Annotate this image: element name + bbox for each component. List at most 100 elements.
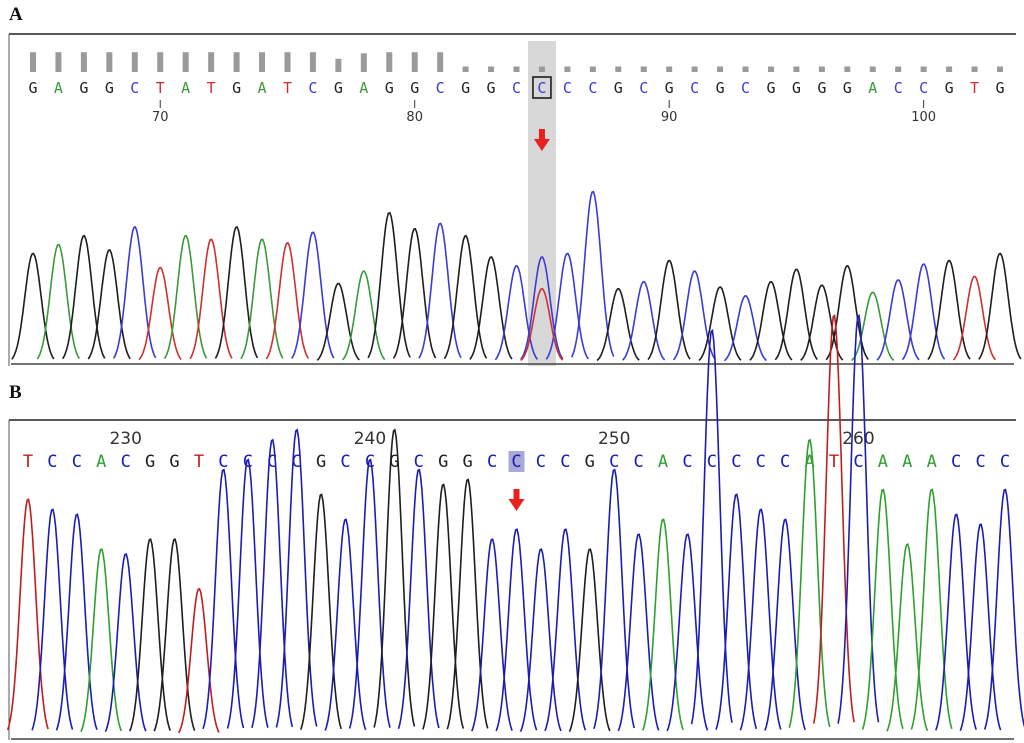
highlight-shade: [508, 451, 525, 472]
base-letter: A: [258, 79, 267, 97]
quality-bar: [233, 52, 240, 72]
trace-peak: [443, 234, 488, 360]
base-letter: C: [511, 452, 521, 472]
trace-peak: [812, 313, 855, 724]
base-letter: G: [316, 452, 326, 472]
quality-bar: [462, 66, 469, 72]
trace-peak: [952, 275, 997, 361]
base-letter: C: [512, 79, 521, 97]
quality-bar: [106, 52, 113, 72]
trace-peak: [367, 211, 411, 359]
trace-peak: [622, 280, 666, 361]
base-letter: C: [536, 452, 546, 472]
trace-peak: [316, 282, 360, 361]
quality-bar: [564, 66, 571, 72]
trace-peak: [690, 328, 733, 725]
quality-bar: [386, 52, 393, 72]
trace-peak: [901, 263, 946, 361]
trace-peak: [876, 279, 920, 361]
quality-bar: [640, 66, 647, 72]
trace-peak: [774, 268, 818, 361]
base-letter: T: [970, 79, 979, 97]
base-letter: A: [658, 452, 668, 472]
position-label: 260: [842, 429, 874, 449]
trace-peak: [11, 252, 55, 360]
base-letter: C: [487, 452, 497, 472]
base-letter: C: [853, 452, 863, 472]
trace-peak: [471, 538, 513, 732]
base-letter: C: [682, 452, 692, 472]
highlight-box: [532, 76, 552, 99]
base-letter: C: [563, 79, 572, 97]
base-letter: C: [919, 79, 928, 97]
quality-bar: [182, 52, 189, 72]
mutation-arrow: [533, 129, 550, 151]
base-letter: G: [334, 79, 343, 97]
mutation-arrow: [508, 489, 525, 511]
base-letter: C: [780, 452, 790, 472]
trace-peak: [935, 513, 977, 731]
base-letter: C: [975, 452, 985, 472]
trace-peak: [788, 438, 831, 728]
base-letter: C: [308, 79, 317, 97]
trace-peak: [570, 190, 615, 358]
base-letter: C: [436, 79, 445, 97]
quality-bar: [793, 66, 800, 72]
base-letter: C: [47, 452, 57, 472]
quality-bar: [131, 52, 138, 72]
position-label: 80: [406, 110, 423, 125]
trace-peak: [617, 533, 660, 732]
trace-peak: [153, 538, 196, 732]
trace-peak: [55, 513, 98, 731]
base-letter: C: [690, 79, 699, 97]
quality-bar: [309, 52, 316, 72]
quality-bar: [946, 66, 953, 72]
base-letter: C: [560, 452, 570, 472]
base-letter: C: [756, 452, 766, 472]
quality-bar: [335, 58, 342, 72]
base-letter: C: [634, 452, 644, 472]
base-letter: C: [243, 452, 253, 472]
trace-peak: [910, 488, 953, 730]
trace-peak: [519, 548, 562, 732]
trace-peak: [978, 252, 1022, 360]
position-label: 100: [911, 110, 936, 125]
trace-peak: [666, 533, 709, 732]
trace-peak: [520, 256, 564, 360]
base-letter: A: [804, 452, 814, 472]
trace-peak: [341, 270, 386, 361]
position-label: 70: [152, 110, 169, 125]
trace-peak: [392, 227, 437, 359]
quality-bar: [717, 66, 724, 72]
trace-peak: [189, 238, 233, 360]
quality-bar: [259, 52, 266, 72]
quality-bar: [488, 66, 495, 72]
quality-bar: [971, 66, 978, 72]
quality-bar: [742, 66, 749, 72]
base-letter: A: [181, 79, 190, 97]
trace-peak: [983, 488, 1024, 730]
base-letter: G: [438, 452, 448, 472]
base-letter: C: [218, 452, 228, 472]
quality-bar: [30, 52, 36, 72]
base-letter: C: [741, 79, 750, 97]
trace-peak: [373, 428, 416, 728]
trace-peak: [495, 528, 538, 732]
base-letter: G: [28, 79, 37, 97]
quality-bar: [767, 66, 774, 72]
base-letter: T: [156, 79, 165, 97]
quality-bar: [895, 66, 902, 72]
base-letter: A: [878, 452, 888, 472]
base-letter: C: [121, 452, 131, 472]
base-letter: G: [945, 79, 954, 97]
trace-peak: [202, 468, 245, 730]
base-letter: G: [614, 79, 623, 97]
base-letter: T: [829, 452, 839, 472]
quality-bar: [844, 66, 851, 72]
base-letter: C: [588, 79, 597, 97]
trace-peak: [723, 295, 767, 362]
base-letter: T: [23, 452, 33, 472]
base-letter: C: [951, 452, 961, 472]
trace-peak: [715, 493, 758, 730]
